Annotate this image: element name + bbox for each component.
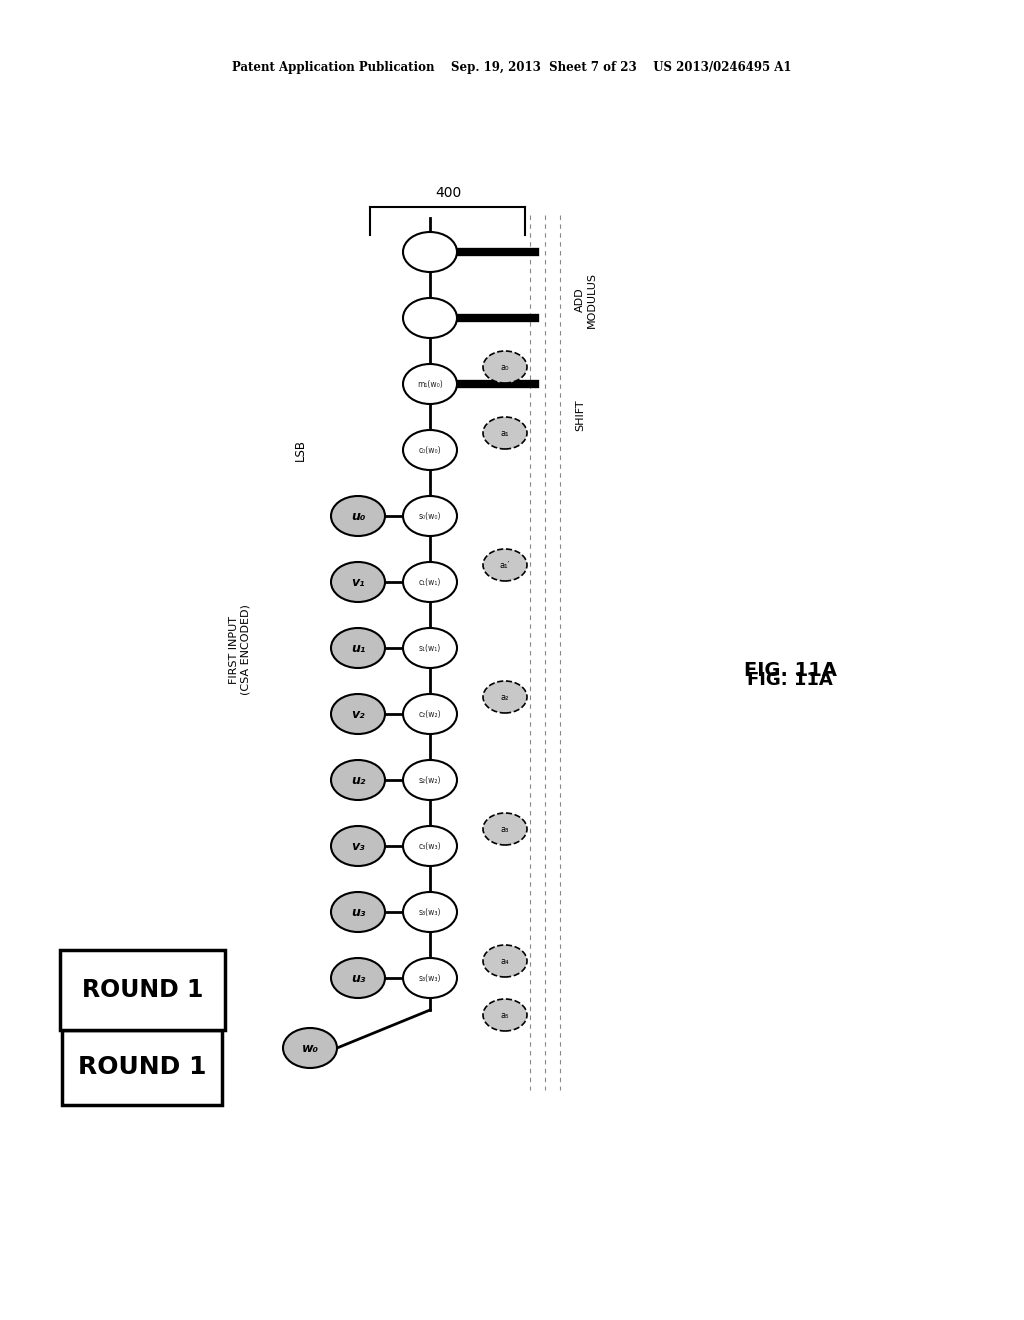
Text: ADD
MODULUS: ADD MODULUS (575, 272, 597, 327)
Text: a₂: a₂ (501, 693, 509, 701)
Ellipse shape (331, 892, 385, 932)
Text: v₁: v₁ (351, 576, 365, 589)
Ellipse shape (331, 562, 385, 602)
Text: c₃(w₃): c₃(w₃) (419, 842, 441, 850)
Text: s₂(w₂): s₂(w₂) (419, 776, 441, 784)
Ellipse shape (403, 826, 457, 866)
Text: c₁(w₁): c₁(w₁) (419, 578, 441, 586)
Text: c₂(w₂): c₂(w₂) (419, 710, 441, 718)
Text: a₀: a₀ (501, 363, 509, 371)
Text: v₃: v₃ (351, 840, 365, 853)
Text: FIG. 11A: FIG. 11A (743, 660, 837, 680)
Ellipse shape (483, 549, 527, 581)
Text: u₃: u₃ (351, 906, 366, 919)
Text: ROUND 1: ROUND 1 (78, 1056, 206, 1080)
Ellipse shape (331, 826, 385, 866)
Text: 400: 400 (435, 186, 461, 201)
Ellipse shape (483, 681, 527, 713)
Ellipse shape (403, 958, 457, 998)
Text: m₁(w₀): m₁(w₀) (417, 380, 442, 388)
Ellipse shape (483, 417, 527, 449)
Text: Patent Application Publication    Sep. 19, 2013  Sheet 7 of 23    US 2013/024649: Patent Application Publication Sep. 19, … (232, 61, 792, 74)
Ellipse shape (331, 958, 385, 998)
Text: u₀: u₀ (351, 510, 366, 523)
Ellipse shape (403, 760, 457, 800)
Ellipse shape (403, 298, 457, 338)
Ellipse shape (331, 496, 385, 536)
Text: a₄: a₄ (501, 957, 509, 965)
Bar (62, 1030, 222, 1105)
Ellipse shape (403, 694, 457, 734)
Text: s₀(w₀): s₀(w₀) (419, 511, 441, 520)
Ellipse shape (403, 430, 457, 470)
Text: FIG. 11A: FIG. 11A (748, 671, 833, 689)
Text: s₃(w₃): s₃(w₃) (419, 908, 441, 916)
Ellipse shape (403, 232, 457, 272)
Ellipse shape (483, 945, 527, 977)
Text: a₅: a₅ (501, 1011, 509, 1019)
Ellipse shape (403, 364, 457, 404)
Text: c₀(w₀): c₀(w₀) (419, 446, 441, 454)
Text: v₂: v₂ (351, 708, 365, 721)
Ellipse shape (331, 628, 385, 668)
Text: a₁: a₁ (501, 429, 509, 437)
Text: SECOND INPUT
(CSA ENCODED): SECOND INPUT (CSA ENCODED) (164, 1006, 185, 1090)
Text: s₁(w₁): s₁(w₁) (419, 644, 441, 652)
Text: a₁′: a₁′ (500, 561, 510, 569)
Text: u₁: u₁ (351, 642, 366, 655)
Ellipse shape (483, 999, 527, 1031)
Text: u₂: u₂ (351, 774, 366, 787)
Ellipse shape (483, 351, 527, 383)
Text: ROUND 1: ROUND 1 (82, 978, 203, 1002)
Ellipse shape (403, 628, 457, 668)
Ellipse shape (483, 813, 527, 845)
Ellipse shape (331, 694, 385, 734)
Text: LSB: LSB (294, 440, 306, 461)
Text: s₃(w₃): s₃(w₃) (419, 974, 441, 982)
Ellipse shape (331, 760, 385, 800)
Text: a₃: a₃ (501, 825, 509, 833)
Ellipse shape (403, 562, 457, 602)
Text: w₀: w₀ (301, 1041, 318, 1055)
Text: SHIFT: SHIFT (575, 399, 585, 430)
Text: FIRST INPUT
(CSA ENCODED): FIRST INPUT (CSA ENCODED) (229, 605, 251, 696)
Ellipse shape (283, 1028, 337, 1068)
Ellipse shape (403, 496, 457, 536)
Bar (60, 950, 225, 1030)
Ellipse shape (403, 892, 457, 932)
Text: u₃: u₃ (351, 972, 366, 985)
